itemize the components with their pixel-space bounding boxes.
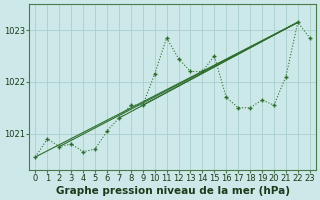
- X-axis label: Graphe pression niveau de la mer (hPa): Graphe pression niveau de la mer (hPa): [56, 186, 290, 196]
